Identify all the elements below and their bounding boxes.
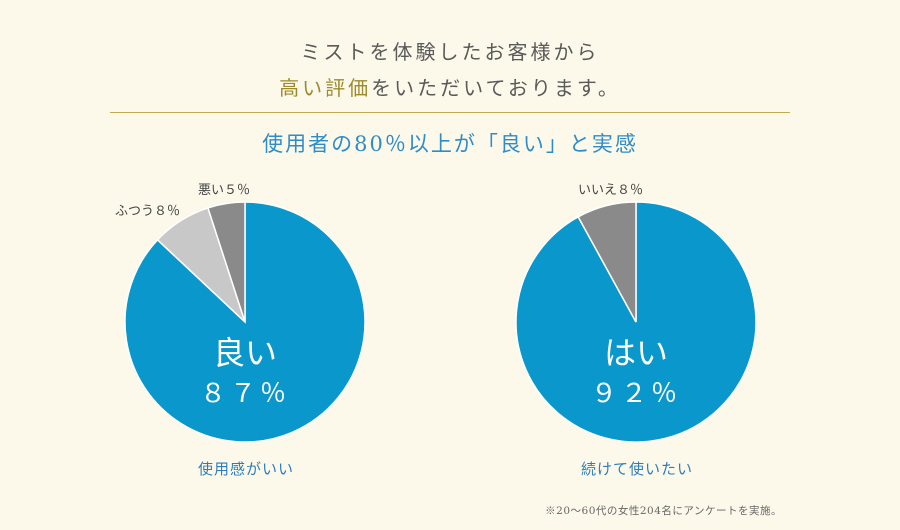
chart-caption-usability: 使用感がいい (197, 460, 294, 478)
heading-rest: をいただいております。 (371, 76, 621, 100)
heading-line-2: 高い評価をいただいております。 (0, 70, 900, 106)
pie-slice-悪い (206, 201, 246, 323)
pie-chart-usability: ふつう８％ 悪い５％ 良い ８７％ (115, 183, 366, 443)
gold-divider (110, 112, 790, 113)
pie-slice-いいえ (577, 201, 637, 323)
page-heading: ミストを体験したお客様から 高い評価をいただいております。 (0, 34, 900, 106)
pie-chart-continue: いいえ８％ はい ９２％ (515, 183, 757, 443)
chart-caption-continue: 続けて使いたい (580, 460, 693, 478)
heading-line-1: ミストを体験したお客様から (300, 40, 600, 64)
main-slice-value: ８７％ (200, 379, 290, 409)
slice-label-悪い: 悪い５％ (198, 183, 250, 198)
slice-label-いいえ: いいえ８％ (578, 183, 643, 198)
slice-label-ふつう: ふつう８％ (115, 204, 180, 219)
main-slice-value: ９２％ (591, 379, 681, 409)
subheading: 使用者の80％以上が「良い」と実感 (262, 132, 638, 156)
pie-slice-良い (124, 201, 366, 443)
main-slice-label: 良い (213, 334, 277, 372)
footnote: ※20～60代の女性204名にアンケートを実施。 (545, 505, 782, 517)
heading-accent: 高い評価 (279, 76, 372, 100)
main-slice-label: はい (604, 334, 668, 372)
